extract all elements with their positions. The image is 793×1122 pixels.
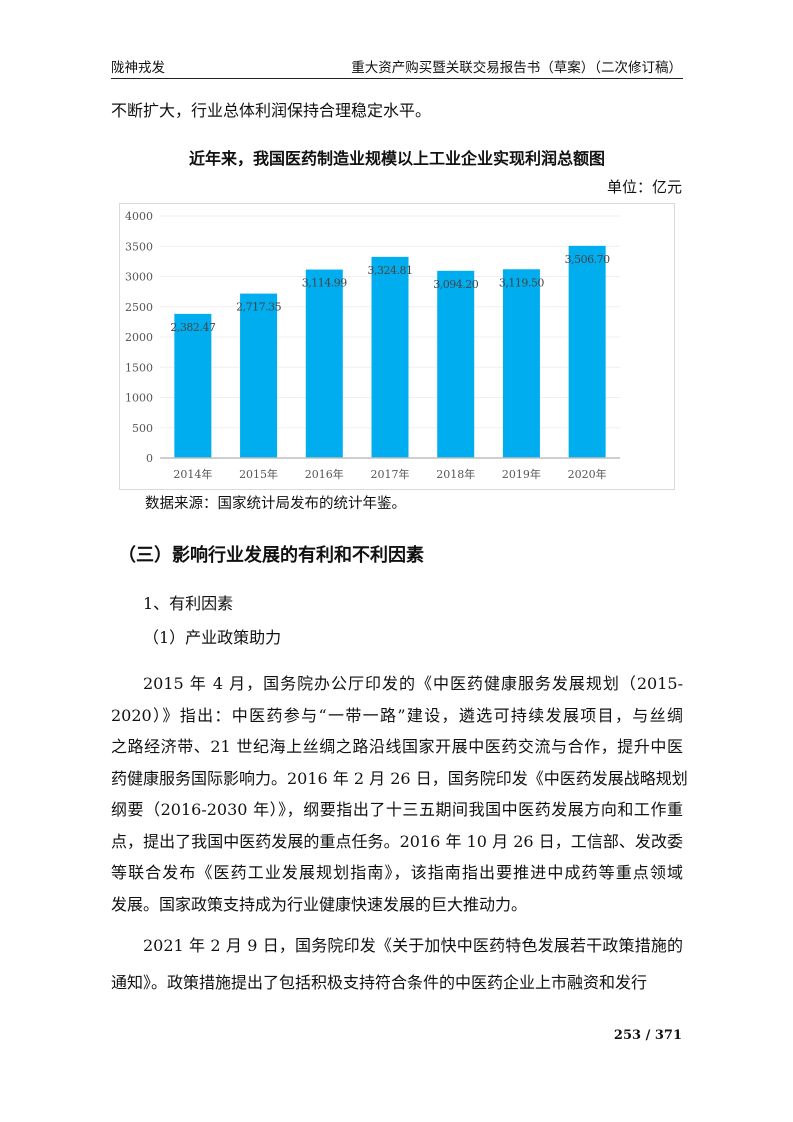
data-label: 2,717.35 <box>236 301 281 314</box>
bar <box>174 313 212 458</box>
bar <box>371 256 409 458</box>
paragraph-line: 点，提出了我国中医药发展的重点任务。2016 年 10 月 26 日，工信部、发… <box>111 831 683 851</box>
header-title: 重大资产购买暨关联交易报告书（草案）（二次修订稿） <box>351 60 682 76</box>
subheading-1: 1、有利因素 <box>143 594 234 613</box>
bar-chart: 0 500 1000 1500 2000 2500 3000 3500 4000 2,382.47… <box>119 203 675 490</box>
bar <box>502 269 540 458</box>
data-label: 3,094.20 <box>433 278 478 291</box>
paragraph-line: 通知》。政策措施提出了包括积极支持符合条件的中医药企业上市融资和发行 <box>111 973 648 992</box>
y-tick-label: 1000 <box>125 392 153 405</box>
paragraph-line: 纲要（2016-2030 年）》，纲要指出了十三五期间我国中医药发展方向和工作重 <box>111 800 683 819</box>
paragraph-line: 之路经济带、21 世纪海上丝绸之路沿线国家开展中医药交流与合作，提升中医 <box>111 737 683 756</box>
x-tick-label: 2015年 <box>239 467 278 481</box>
chart-source: 数据来源：国家统计局发布的统计年鉴。 <box>145 496 406 512</box>
x-tick-label: 2016年 <box>305 467 344 481</box>
x-tick-label: 2018年 <box>436 467 475 481</box>
section-heading: （三）影响行业发展的有利和不利因素 <box>118 545 424 566</box>
x-tick-label: 2019年 <box>502 467 541 481</box>
data-label: 3,114.99 <box>302 277 347 290</box>
paragraph-line: 2020）》指出：中医药参与“一带一路”建设，遴选可持续发展项目，与丝绸 <box>111 705 683 725</box>
bar <box>437 270 475 458</box>
y-tick-label: 2500 <box>125 301 153 314</box>
data-label: 3,119.50 <box>499 276 544 289</box>
paragraph-line: 药健康服务国际影响力。2016 年 2 月 26 日，国务院印发《中医药发展战略… <box>111 768 688 788</box>
y-tick-label: 3500 <box>125 240 153 253</box>
data-label: 3,506.70 <box>565 253 610 266</box>
y-tick-label: 500 <box>132 422 153 435</box>
bar <box>305 269 343 458</box>
y-tick-label: 1500 <box>125 361 153 374</box>
x-tick-label: 2014年 <box>173 467 212 481</box>
chart-title: 近年来，我国医药制造业规模以上工业企业实现利润总额图 <box>188 149 605 168</box>
paragraph-line: 2015 年 4 月，国务院办公厅印发的《中医药健康服务发展规划（2015- <box>143 674 683 693</box>
data-label: 3,324.81 <box>368 264 413 277</box>
header-divider <box>111 78 683 79</box>
bar <box>240 293 278 458</box>
paragraph-line: 2021 年 2 月 9 日，国务院印发《关于加快中医药特色发展若干政策措施的 <box>143 936 683 955</box>
header-company: 陇神戎发 <box>111 60 165 76</box>
y-tick-label: 3000 <box>125 271 153 284</box>
y-tick-label: 2000 <box>125 331 153 344</box>
x-tick-label: 2020年 <box>568 467 607 481</box>
subheading-2: （1）产业政策助力 <box>143 628 282 647</box>
paragraph-line: 等联合发布《医药工业发展规划指南》，该指南指出要推进中成药等重点领域 <box>111 863 683 882</box>
y-tick-label: 0 <box>146 452 153 465</box>
intro-line: 不断扩大，行业总体利润保持合理稳定水平。 <box>111 101 432 120</box>
page-number: 253 / 371 <box>613 1028 682 1043</box>
paragraph-line: 发展。国家政策支持成为行业健康快速发展的巨大推动力。 <box>111 894 528 914</box>
y-tick-label: 4000 <box>125 210 153 223</box>
chart-unit: 单位：亿元 <box>606 178 682 196</box>
data-label: 2,382.47 <box>170 321 215 334</box>
bar <box>568 245 606 458</box>
x-tick-label: 2017年 <box>371 467 410 481</box>
